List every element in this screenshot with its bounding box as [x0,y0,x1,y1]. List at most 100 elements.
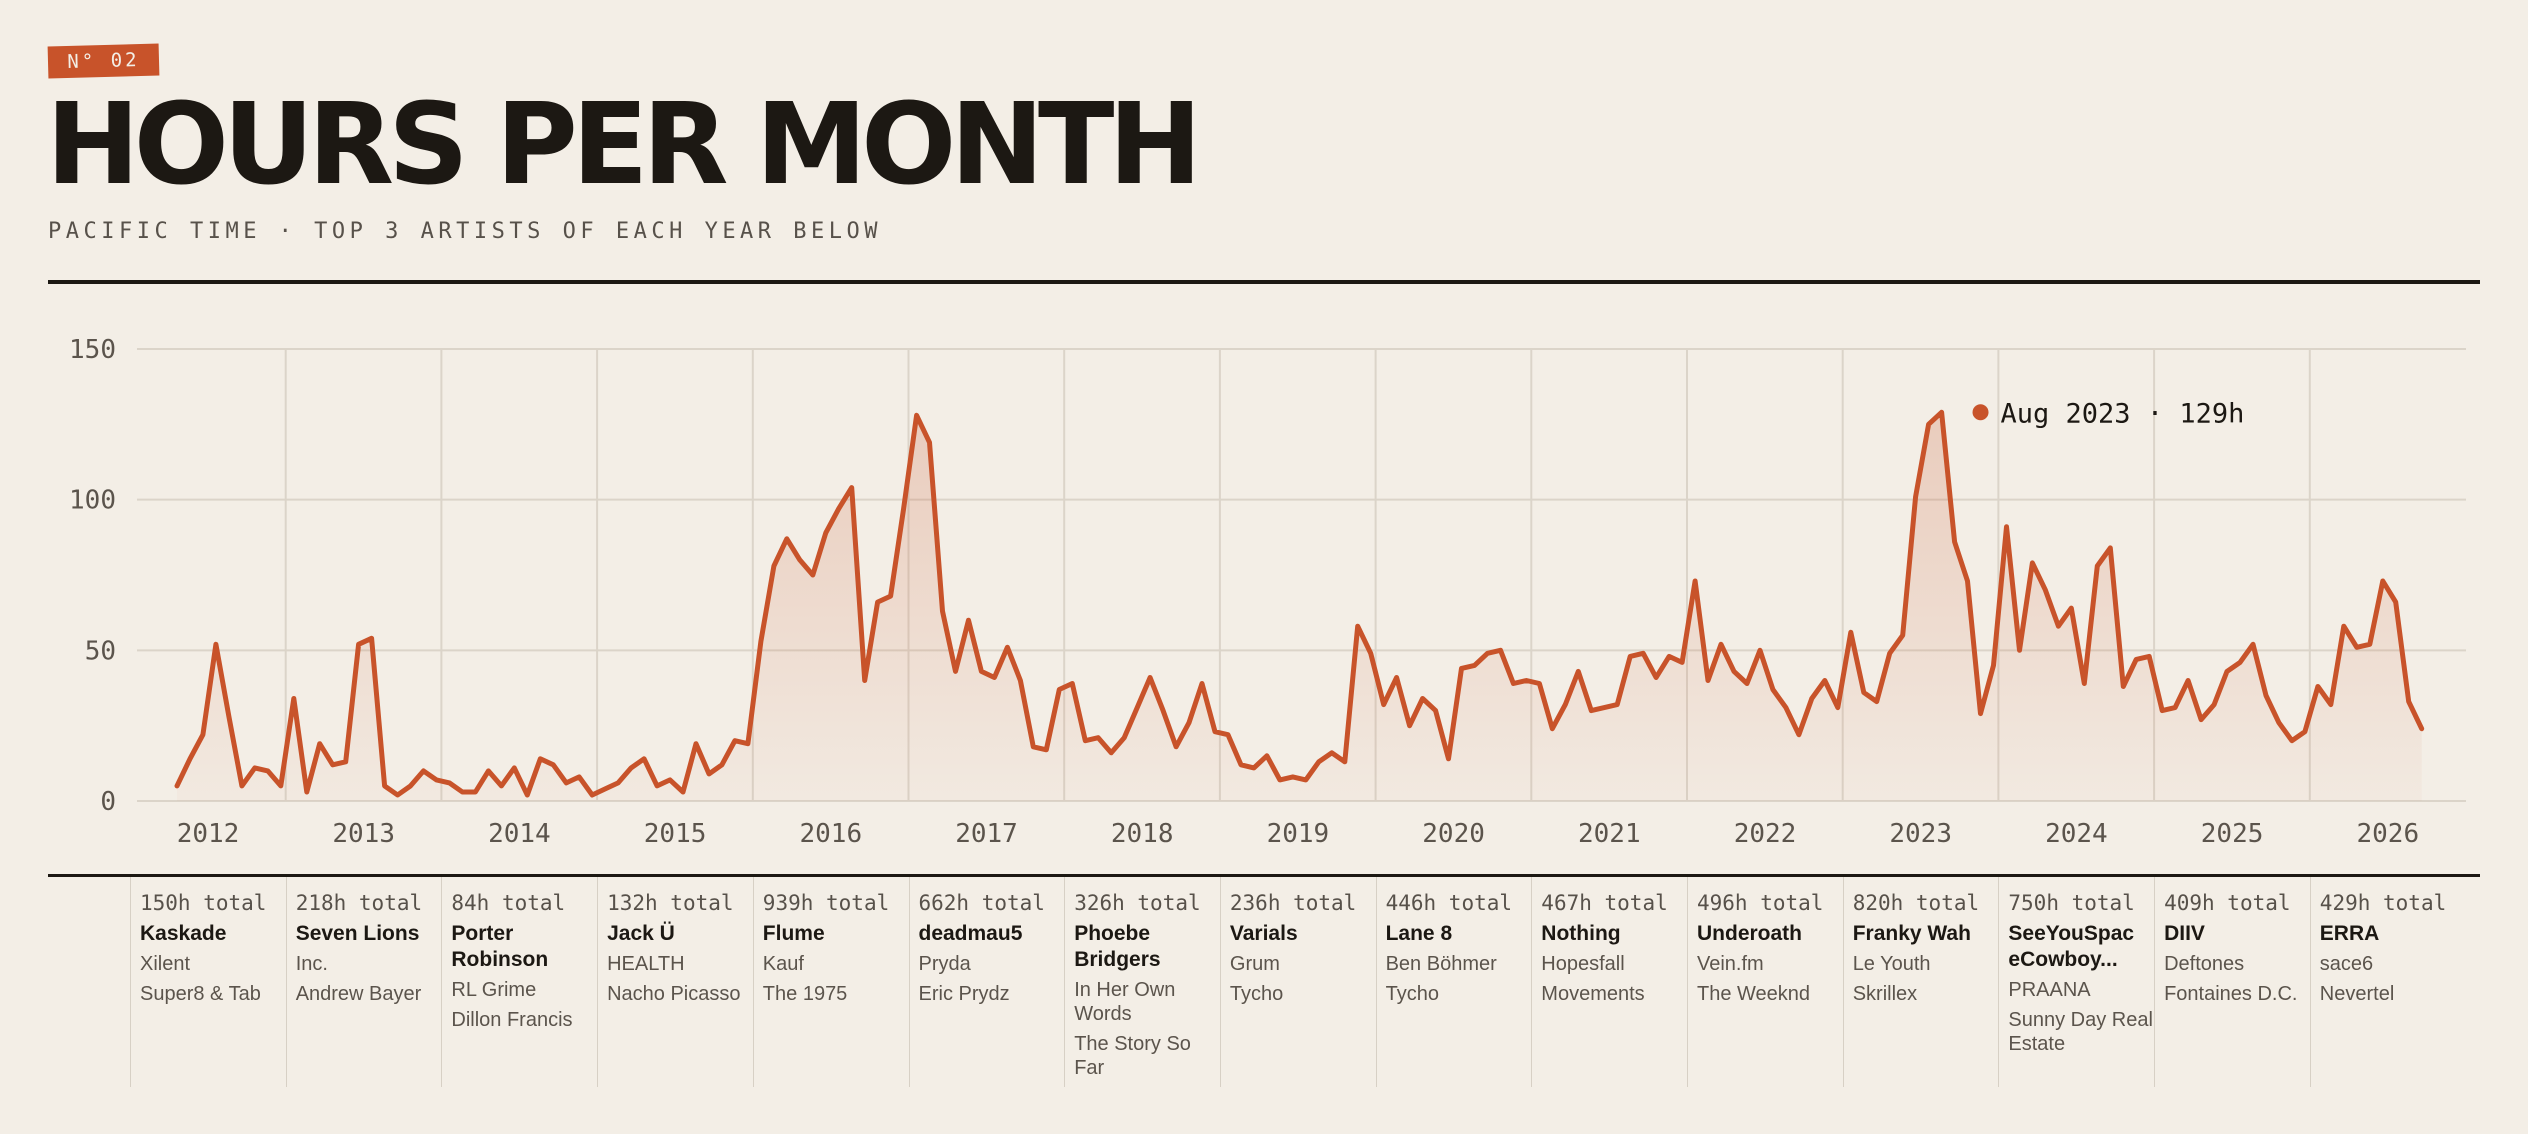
year-column-2020: 446h total Lane 8 Ben Böhmer Tycho [1375,877,1531,1087]
x-tick-label: 2020 [1422,819,1485,849]
year-total: 820h total [1852,891,1980,915]
top-artist: Nothing [1541,922,1621,945]
artist-rank-2: Vein.fm [1697,953,1764,975]
artist-rank-3: Eric Prydz [918,983,1010,1005]
artist-rank-2: Pryda [918,953,971,975]
year-total: 326h total [1074,891,1201,915]
year-column-2025: 409h total DIIV Deftones Fontaines D.C. [2154,877,2309,1087]
top-artist: ERRA [2319,922,2380,945]
top-artist: Kaskade [140,922,227,945]
top-artist: Seven Lions [295,922,420,945]
artist-rank-2: sace6 [2319,953,2374,975]
hours-area-fill [177,412,2422,801]
peak-marker [1972,404,1989,421]
year-column-2016: 939h total Flume Kauf The 1975 [752,877,908,1087]
hours-chart: 0 50 100 150 2012 2013 2014 2015 2016 2017 2018 201… [69,335,2466,849]
artist-rank-3: The 1975 [762,983,848,1005]
year-total: 150h total [140,891,267,915]
artist-rank-2: Hopesfall [1541,953,1625,975]
x-tick-label: 2025 [2201,819,2264,849]
table-rule [48,874,2480,877]
artist-rank-2: Ben Böhmer [1385,953,1497,975]
artist-rank-3: Skrillex [1852,983,1918,1005]
top-artist: Lane 8 [1385,922,1453,945]
top-artist: Jack Ü [607,922,675,945]
top-artist: Phoebe Bridgers [1074,922,1161,971]
artist-rank-2: Inc. [295,953,328,975]
page-title: HOURS PER MONTH [46,80,1202,210]
artist-rank-3: Andrew Bayer [295,983,422,1005]
top-artist: Flume [762,922,825,945]
hours-line [174,409,2425,798]
top-artist: DIIV [2164,922,2205,945]
x-tick-label: 2022 [1734,819,1797,849]
artist-rank-2: Kauf [762,953,804,975]
x-tick-label: 2019 [1267,819,1330,849]
peak-callout: Aug 2023 · 129h [2001,398,2245,429]
year-total: 218h total [295,891,423,915]
artist-rank-3: Sunny Day Real Estate [2008,1009,2153,1055]
year-total: 496h total [1697,891,1824,915]
artist-rank-3: Super8 & Tab [140,983,261,1005]
artist-rank-3: Nevertel [2319,983,2395,1005]
artist-rank-3: Dillon Francis [451,1009,573,1031]
year-column-2019: 236h total Varials Grum Tycho [1219,877,1375,1087]
yearly-top-artists-table: 150h total Kaskade Xilent Super8 & Tab 218h … [0,877,2528,1087]
top-artist: Franky Wah [1852,922,1971,945]
year-column-2023: 820h total Franky Wah Le Youth Skrillex [1842,877,1998,1087]
artist-rank-3: Tycho [1385,983,1439,1005]
year-column-2024: 750h total SeeYouSpac eCowboy... PRAANA Sun… [1998,877,2153,1087]
year-total: 467h total [1541,891,1668,915]
year-total: 409h total [2164,891,2291,915]
artist-rank-2: RL Grime [451,979,537,1001]
x-tick-label: 2012 [177,819,240,849]
year-column-2014: 84h total Porter Robinson RL Grime Dillon F… [441,877,596,1087]
x-tick-label: 2016 [799,819,862,849]
year-column-2017: 662h total deadmau5 Pryda Eric Prydz [908,877,1064,1087]
year-column-2013: 218h total Seven Lions Inc. Andrew Bayer [285,877,441,1087]
year-total: 662h total [918,891,1045,915]
artist-rank-3: The Weeknd [1697,983,1811,1005]
x-tick-label: 2026 [2356,819,2419,849]
artist-rank-2: Grum [1229,953,1280,975]
year-column-2018: 326h total Phoebe Bridgers In Her Own Word… [1064,877,1219,1087]
year-column-2026: 429h total ERRA sace6 Nevertel [2309,877,2465,1087]
x-tick-label: 2013 [332,819,395,849]
year-column-2021: 467h total Nothing Hopesfall Movements [1531,877,1686,1087]
artist-rank-2: Deftones [2164,953,2245,975]
year-column-2022: 496h total Underoath Vein.fm The Weeknd [1687,877,1842,1087]
x-tick-label: 2018 [1111,819,1174,849]
x-tick-label: 2023 [1889,819,1952,849]
top-artist: SeeYouSpac eCowboy... [2008,922,2135,971]
artist-rank-2: In Her Own Words [1074,979,1176,1025]
x-tick-label: 2015 [644,819,707,849]
y-tick-label: 150 [69,335,116,365]
top-artist: Varials [1229,922,1298,945]
artist-rank-3: Nacho Picasso [607,983,741,1005]
y-tick-label: 50 [85,636,116,666]
year-column-2012: 150h total Kaskade Xilent Super8 & Tab [130,877,285,1087]
top-artist: deadmau5 [918,922,1023,945]
artist-rank-3: Movements [1541,983,1645,1005]
artist-rank-2: HEALTH [607,953,685,975]
year-total: 132h total [607,891,734,915]
x-tick-label: 2021 [1578,819,1641,849]
y-tick-label: 0 [100,787,116,817]
top-artist: Underoath [1697,922,1802,945]
top-rule [48,280,2480,284]
year-total: 939h total [762,891,890,915]
year-total: 446h total [1385,891,1513,915]
year-total: 236h total [1229,891,1357,915]
year-total: 84h total [451,891,566,915]
artist-rank-3: Tycho [1229,983,1284,1005]
page-subtitle: PACIFIC TIME · TOP 3 ARTISTS OF EACH YEA… [48,219,883,244]
artist-rank-2: Xilent [140,953,191,975]
artist-rank-3: The Story So Far [1074,1033,1191,1079]
top-artist: Porter Robinson [451,922,549,971]
year-column-2015: 132h total Jack Ü HEALTH Nacho Picasso [597,877,752,1087]
x-tick-label: 2024 [2045,819,2108,849]
x-tick-label: 2017 [955,819,1018,849]
year-total: 429h total [2319,891,2447,915]
year-total: 750h total [2008,891,2135,915]
artist-rank-2: Le Youth [1852,953,1931,975]
